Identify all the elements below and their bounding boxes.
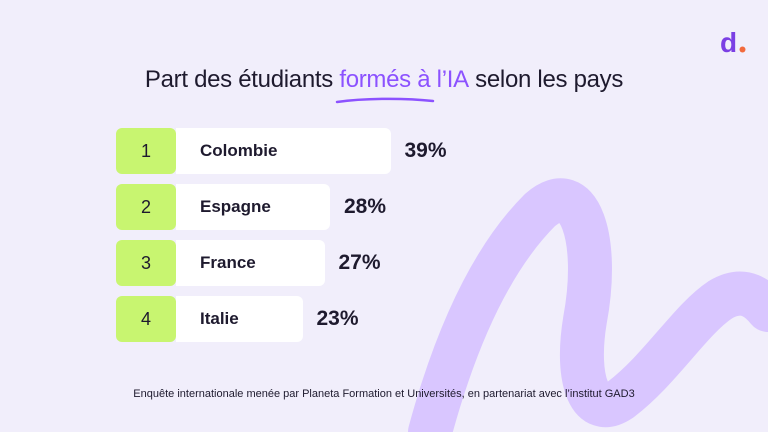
title-underline — [336, 97, 435, 104]
value-label: 39% — [404, 139, 447, 162]
category-label: France — [200, 253, 256, 272]
bar — [176, 184, 330, 230]
rank-badge: 2 — [116, 184, 176, 230]
rank-badge: 1 — [116, 128, 176, 174]
category-label: Italie — [200, 309, 239, 328]
bar — [176, 240, 325, 286]
svg-text:d: d — [720, 28, 737, 58]
value-label: 28% — [344, 195, 387, 218]
title-highlight: formés à l’IA — [336, 64, 469, 104]
title-highlight-text: formés à l’IA — [339, 66, 469, 93]
bar — [176, 128, 391, 174]
rank-badge: 4 — [116, 296, 176, 342]
ranking-bar-chart: 1 Colombie 39% 2 Espagne 28% 3 France 27% 4 Italie… — [116, 128, 676, 344]
title-prefix: Part des étudiants — [144, 66, 340, 93]
category-label: Colombie — [200, 141, 278, 160]
value-label: 23% — [316, 307, 359, 330]
rank-badge: 3 — [116, 240, 176, 286]
value-label: 27% — [338, 251, 381, 274]
title-suffix: selon les pays — [468, 66, 624, 93]
source-footnote: Enquête internationale menée par Planeta… — [133, 388, 635, 400]
brand-logo: d — [720, 28, 746, 58]
bar — [176, 296, 303, 342]
chart-title: Part des étudiants formés à l’IA selon l… — [0, 64, 768, 104]
category-label: Espagne — [200, 197, 271, 216]
